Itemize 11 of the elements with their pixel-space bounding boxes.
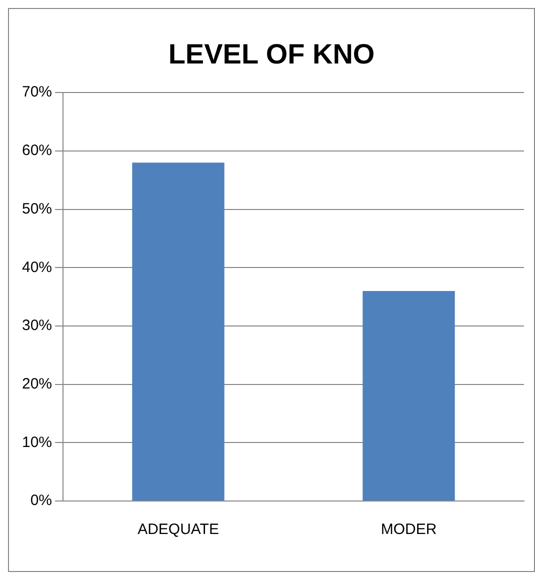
y-tick-label: 50% <box>22 200 52 218</box>
y-tick-label: 70% <box>22 84 52 101</box>
chart-title: LEVEL OF KNO <box>168 38 375 70</box>
y-tick-label: 60% <box>22 142 52 160</box>
y-tick-label: 40% <box>22 258 52 276</box>
y-tick-label: 20% <box>22 375 52 392</box>
x-tick-label: MODER <box>380 521 437 538</box>
y-tick-label: 10% <box>22 434 52 451</box>
y-tick-label: 30% <box>22 317 52 334</box>
y-tick-label: 0% <box>30 492 52 510</box>
x-tick-label: ADEQUATE <box>138 521 219 538</box>
